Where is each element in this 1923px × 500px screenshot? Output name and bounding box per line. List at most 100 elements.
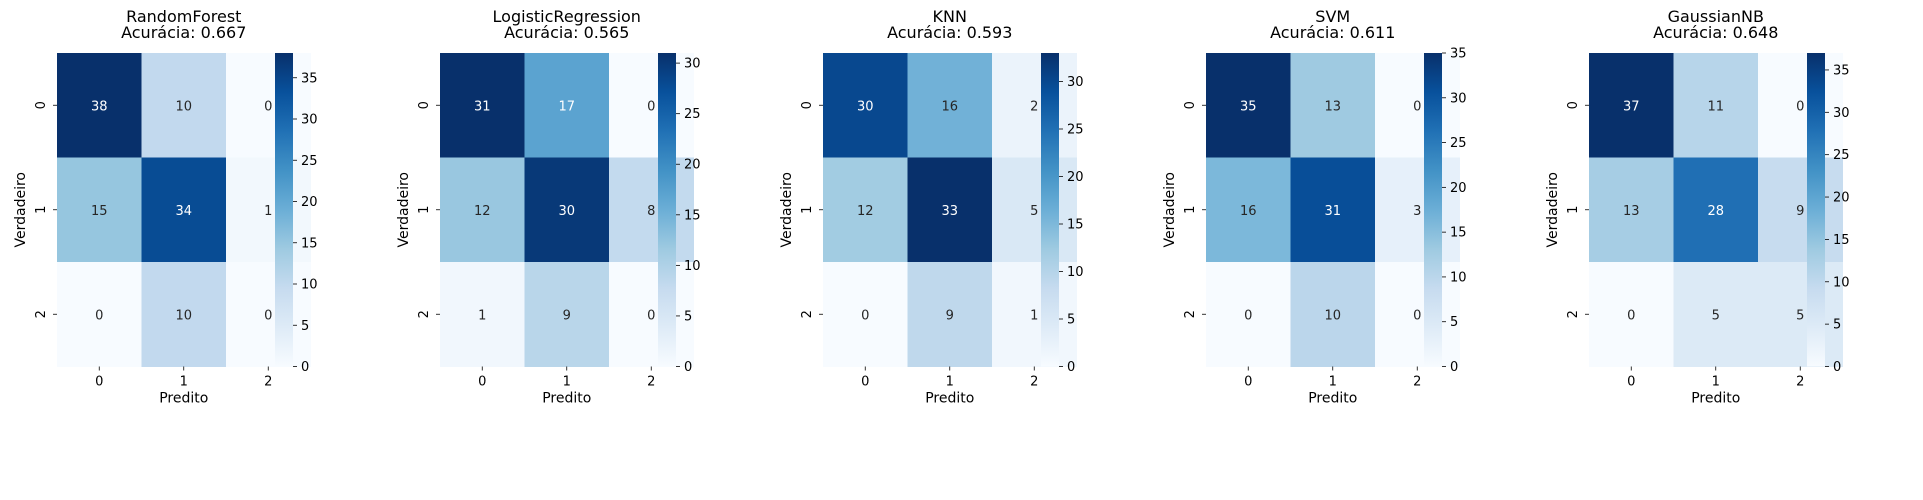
x-tick-label: 2 — [1796, 375, 1804, 390]
colorbar-tick-label: 5 — [301, 319, 309, 334]
colorbar-tick-label: 30 — [1067, 75, 1084, 90]
cell-value: 35 — [1240, 99, 1257, 114]
y-tick-label: 0 — [417, 101, 432, 109]
cell-value: 10 — [175, 308, 192, 323]
cell-value: 1 — [264, 204, 272, 219]
colorbar-tick-label: 0 — [1833, 360, 1841, 375]
cell-value: 2 — [1030, 99, 1038, 114]
y-axis-label: Verdadeiro — [396, 172, 412, 247]
y-tick-label: 2 — [1566, 310, 1581, 318]
heatmap-cell — [1758, 53, 1843, 158]
cell-value: 30 — [558, 204, 575, 219]
cell-value: 31 — [474, 99, 491, 114]
cell-value: 12 — [857, 204, 874, 219]
heatmap-cell — [823, 53, 908, 158]
heatmap-cell — [1673, 262, 1759, 367]
colorbar-tick-label: 5 — [1450, 315, 1458, 330]
cell-value: 0 — [264, 308, 272, 323]
y-axis-label: Verdadeiro — [13, 172, 29, 247]
colorbar-tick-label: 10 — [1833, 275, 1850, 290]
y-tick-label: 1 — [417, 206, 432, 214]
heatmap-cell — [141, 157, 227, 263]
heatmap-cell — [440, 53, 525, 158]
chart-subtitle: Acurácia: 0.648 — [1653, 23, 1778, 42]
heatmap-cell — [1673, 53, 1759, 158]
cell-value: 33 — [941, 204, 958, 219]
heatmap-cell — [1290, 157, 1376, 263]
y-tick-label: 0 — [34, 101, 49, 109]
heatmap-cell — [226, 262, 311, 367]
y-tick-label: 0 — [800, 101, 815, 109]
x-tick-label: 1 — [1712, 375, 1720, 390]
heatmap-cell — [440, 157, 525, 263]
y-tick-label: 1 — [1183, 206, 1198, 214]
x-tick-label: 2 — [1030, 375, 1038, 390]
x-tick-label: 0 — [95, 375, 103, 390]
y-axis-label: Verdadeiro — [1545, 172, 1561, 247]
x-axis-label: Predito — [925, 391, 974, 407]
cell-value: 5 — [1712, 308, 1720, 323]
cell-value: 0 — [1244, 308, 1252, 323]
cell-value: 10 — [1324, 308, 1341, 323]
y-tick-label: 2 — [34, 310, 49, 318]
cell-value: 11 — [1707, 99, 1724, 114]
cell-value: 9 — [1796, 204, 1804, 219]
colorbar-tick-label: 10 — [1450, 270, 1467, 285]
cell-value: 16 — [941, 99, 958, 114]
colorbar-tick-label: 30 — [1450, 91, 1467, 106]
heatmap-cell — [1589, 53, 1674, 158]
colorbar-tick-label: 20 — [1067, 170, 1084, 185]
heatmap-cell — [57, 262, 142, 367]
cell-value: 0 — [1627, 308, 1635, 323]
chart-title: KNN — [933, 7, 967, 26]
heatmap-cell — [1758, 157, 1843, 263]
x-tick-label: 2 — [264, 375, 272, 390]
cell-value: 3 — [1413, 204, 1421, 219]
heatmap-cell — [1290, 53, 1376, 158]
heatmap-cell — [1589, 157, 1674, 263]
heatmap-cell — [609, 157, 694, 263]
cell-value: 9 — [563, 308, 571, 323]
x-axis-label: Predito — [159, 391, 208, 407]
colorbar-tick-label: 15 — [1833, 233, 1850, 248]
heatmap-cell — [1375, 157, 1460, 263]
x-tick-label: 1 — [563, 375, 571, 390]
heatmap-cell — [907, 262, 993, 367]
colorbar-tick-label: 25 — [1450, 136, 1467, 151]
chart-subtitle: Acurácia: 0.565 — [504, 23, 629, 42]
colorbar-tick-label: 0 — [1450, 360, 1458, 375]
x-tick-label: 1 — [180, 375, 188, 390]
x-axis-label: Predito — [1691, 391, 1740, 407]
cell-value: 17 — [558, 99, 575, 114]
colorbar-tick-label: 30 — [1833, 106, 1850, 121]
x-tick-label: 2 — [1413, 375, 1421, 390]
heatmap-cell — [907, 157, 993, 263]
heatmap-cell — [1758, 262, 1843, 367]
colorbar-tick-label: 25 — [301, 154, 318, 169]
heatmap-cell — [1375, 262, 1460, 367]
colorbar — [1424, 53, 1442, 367]
colorbar-tick-label: 30 — [301, 113, 318, 128]
chart-title: RandomForest — [126, 7, 241, 26]
heatmap-cell — [823, 262, 908, 367]
colorbar-tick-label: 15 — [1067, 218, 1084, 233]
colorbar-tick-label: 0 — [301, 360, 309, 375]
cell-value: 1 — [478, 308, 486, 323]
chart-title: SVM — [1315, 7, 1350, 26]
cell-value: 1 — [1030, 308, 1038, 323]
colorbar-tick-label: 15 — [301, 236, 318, 251]
heatmap-cell — [907, 53, 993, 158]
cell-value: 0 — [264, 99, 272, 114]
heatmap-cell — [1290, 262, 1376, 367]
cell-value: 0 — [647, 99, 655, 114]
colorbar — [275, 53, 293, 367]
colorbar-tick-label: 20 — [301, 195, 318, 210]
cell-value: 31 — [1324, 204, 1341, 219]
cell-value: 0 — [1413, 99, 1421, 114]
colorbar-tick-label: 30 — [684, 57, 701, 72]
heatmap-cell — [1206, 53, 1291, 158]
